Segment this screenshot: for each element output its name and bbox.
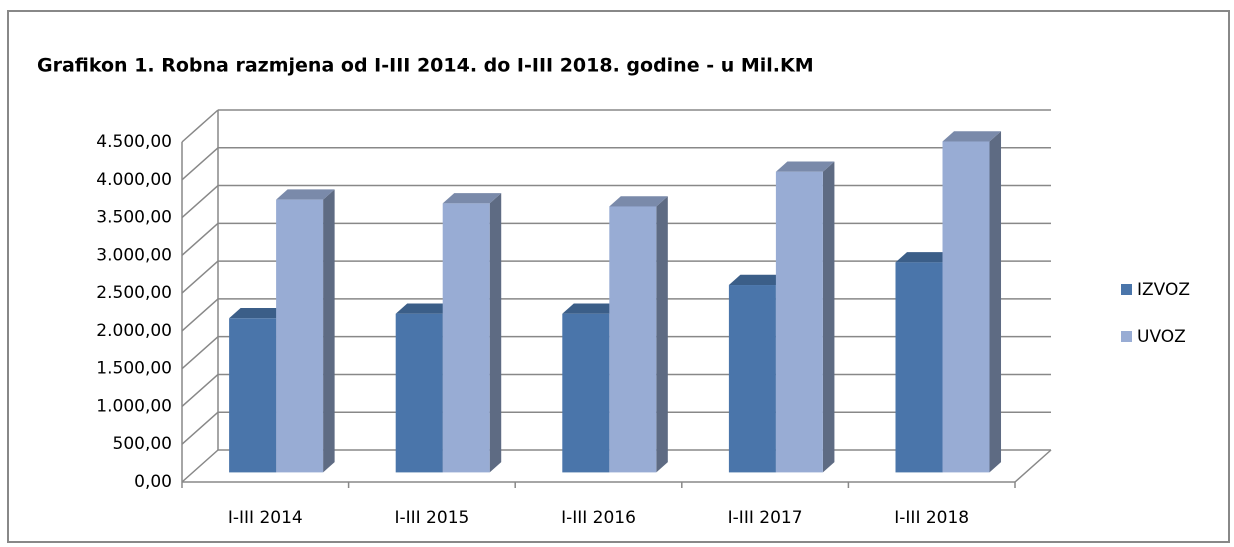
bar-top — [942, 131, 1002, 142]
bar — [442, 193, 502, 473]
y-tick-label: 4.000,00 — [96, 170, 172, 190]
y-tick-label: 1.000,00 — [96, 396, 172, 416]
legend-swatch — [1121, 284, 1132, 295]
bar-front — [229, 318, 277, 473]
y-tick-label: 3.500,00 — [96, 208, 172, 228]
bar-front — [395, 313, 443, 473]
bar — [609, 196, 668, 473]
bar — [775, 161, 835, 473]
side-grid-line — [181, 373, 219, 408]
bar-front — [562, 313, 610, 473]
y-tick-label: 500,00 — [113, 434, 172, 454]
chart-title: Grafikon 1. Robna razmjena od I-III 2014… — [37, 55, 814, 77]
side-grid-line — [181, 222, 219, 256]
x-tick-label: I-III 2015 — [394, 508, 469, 528]
bar-top — [775, 161, 835, 172]
y-tick-label: 0,00 — [134, 472, 172, 492]
bar-side — [656, 196, 668, 473]
side-grid-line — [181, 147, 219, 181]
side-grid-line — [181, 184, 219, 219]
x-tick-label: I-III 2014 — [228, 508, 303, 528]
legend-swatch — [1121, 331, 1132, 342]
bar-side — [489, 193, 502, 473]
y-tick-label: 2.000,00 — [96, 321, 172, 341]
bar-top — [229, 308, 288, 319]
bar-top — [728, 274, 788, 286]
bar-front — [442, 203, 490, 473]
bar — [276, 189, 335, 473]
x-tick-label: I-III 2017 — [728, 508, 803, 528]
bar-top — [562, 303, 621, 314]
bar — [942, 131, 1002, 473]
bar-front — [775, 171, 823, 473]
y-tick-label: 1.500,00 — [96, 359, 172, 379]
x-tick-label: I-III 2016 — [561, 508, 636, 528]
y-tick-label: 3.000,00 — [96, 245, 172, 265]
bar-side — [989, 131, 1002, 473]
bar-top — [395, 303, 455, 314]
bar — [395, 303, 455, 473]
bar-front — [609, 206, 657, 473]
bar-top — [442, 193, 502, 204]
side-grid-line — [181, 298, 219, 332]
bar — [895, 252, 955, 473]
side-grid-line — [181, 336, 219, 370]
side-grid-line — [181, 449, 219, 483]
bar-front — [276, 199, 324, 473]
bar-top — [895, 252, 955, 263]
bar-side — [323, 189, 335, 473]
bar-side — [822, 161, 835, 473]
bar-front — [942, 141, 990, 473]
side-grid-line — [181, 411, 219, 445]
bar-top — [276, 189, 335, 200]
bar-front — [728, 285, 776, 473]
floor-edge — [1014, 449, 1052, 483]
side-grid-line — [181, 109, 219, 143]
side-grid-line — [181, 260, 219, 294]
y-tick-label: 2.500,00 — [96, 283, 172, 303]
x-tick-label: I-III 2018 — [894, 508, 969, 528]
bar-top — [609, 196, 668, 207]
legend-label: IZVOZ — [1137, 280, 1190, 300]
legend-label: UVOZ — [1137, 327, 1186, 347]
y-tick-label: 4.500,00 — [96, 132, 172, 152]
bar-front — [895, 262, 943, 473]
